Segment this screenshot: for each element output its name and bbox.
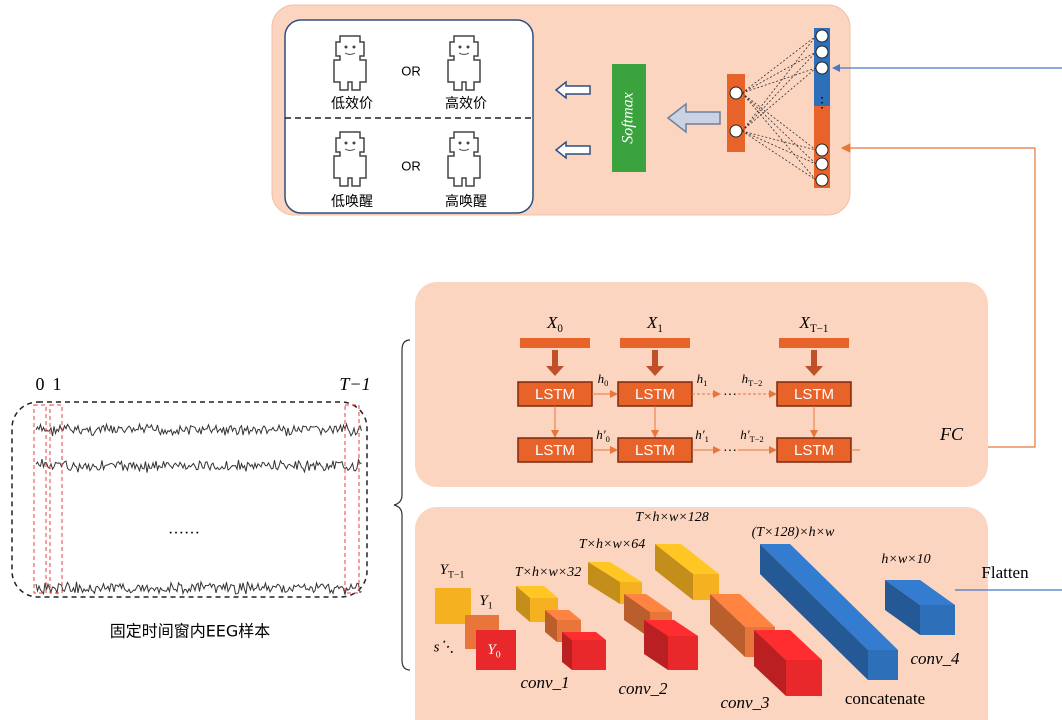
tick: 1 — [53, 374, 62, 394]
symbol-sub: T−2 — [748, 378, 762, 388]
block-front — [786, 660, 822, 696]
label: 低唤醒 — [331, 193, 373, 210]
symbol-sub: T−2 — [750, 434, 764, 444]
layer-label: concatenate — [845, 689, 925, 708]
layer-label: conv_3 — [720, 693, 769, 712]
time-window — [34, 405, 46, 593]
face-icon — [442, 32, 486, 92]
tick: 0 — [36, 374, 45, 394]
dots: ⋮ — [815, 96, 829, 111]
page: {"affect_output": {"valence_low": "低效价",… — [0, 0, 1062, 720]
brace — [394, 340, 410, 670]
symbol-base: X — [646, 313, 658, 332]
caption: 固定时间窗内EEG样本 — [110, 622, 271, 641]
symbol-sub: 0 — [496, 650, 501, 661]
eeg-trace — [36, 424, 362, 436]
diagram: 低效价 高效价 低唤醒 高唤醒 OR OR Softmax ⋮ X0X1XT−1… — [0, 0, 1062, 720]
eeg-trace — [36, 459, 362, 473]
class-box — [285, 20, 533, 213]
input-bar — [779, 338, 849, 348]
or: OR — [401, 63, 421, 78]
stack-symbol: s⋱ — [434, 639, 455, 655]
neuron — [730, 87, 742, 99]
ellipsis: ··· — [723, 444, 737, 459]
neuron — [816, 158, 828, 170]
lstm-label: LSTM — [635, 386, 675, 403]
input-bar — [620, 338, 690, 348]
neuron — [816, 62, 828, 74]
symbol-base: X — [546, 313, 558, 332]
symbol-sub: 1 — [703, 378, 707, 388]
symbol-base: h′ — [596, 427, 606, 442]
block-front — [668, 636, 698, 670]
symbol-sub: T−1 — [448, 570, 464, 581]
neuron — [816, 46, 828, 58]
neuron — [816, 174, 828, 186]
face-icon — [328, 128, 372, 188]
fc-layer — [727, 74, 745, 152]
face-icon — [328, 32, 372, 92]
shape-label: h×w×10 — [881, 552, 930, 567]
eeg-trace — [36, 582, 362, 595]
neuron — [730, 125, 742, 137]
label: 高唤醒 — [445, 193, 487, 210]
tick: T−1 — [339, 374, 370, 394]
symbol-sub: 0 — [557, 323, 563, 335]
layer-label: conv_1 — [520, 673, 569, 692]
symbol-base: h′ — [740, 427, 750, 442]
symbol-sub: 0 — [606, 434, 610, 444]
neuron — [816, 30, 828, 42]
neuron — [816, 144, 828, 156]
flatten-label: Flatten — [981, 563, 1029, 582]
layer-label: conv_4 — [910, 649, 960, 668]
layer-label: conv_2 — [618, 679, 668, 698]
ellipsis: …… — [168, 521, 200, 538]
label: 低效价 — [331, 96, 373, 112]
symbol-sub: T−1 — [810, 323, 829, 335]
label: 高效价 — [445, 95, 487, 112]
symbol-sub: 1 — [488, 601, 493, 612]
symbol-sub: 0 — [604, 378, 608, 388]
eeg-signals — [34, 405, 362, 595]
ellipsis: ··· — [723, 388, 737, 403]
face-icon — [442, 128, 486, 188]
shape-label: T×h×w×128 — [635, 510, 708, 525]
lstm-label: LSTM — [535, 386, 575, 403]
block-front — [572, 640, 606, 670]
block-front — [920, 605, 955, 635]
lstm-label: LSTM — [794, 386, 834, 403]
shape-label: T×h×w×64 — [579, 537, 645, 552]
block-front — [868, 650, 898, 680]
lstm-label: LSTM — [635, 442, 675, 459]
symbol-base: X — [799, 313, 811, 332]
shape-label: (T×128)×h×w — [752, 525, 835, 540]
symbol-sub: 1 — [705, 434, 709, 444]
shape-label: T×h×w×32 — [515, 565, 581, 580]
symbol-base: h′ — [695, 427, 705, 442]
fc-label: FC — [939, 424, 964, 444]
softmax-label: Softmax — [620, 92, 637, 144]
lstm-label: LSTM — [535, 442, 575, 459]
input-bar — [520, 338, 590, 348]
lstm-label: LSTM — [794, 442, 834, 459]
or: OR — [401, 158, 421, 173]
symbol-sub: 1 — [657, 323, 663, 335]
